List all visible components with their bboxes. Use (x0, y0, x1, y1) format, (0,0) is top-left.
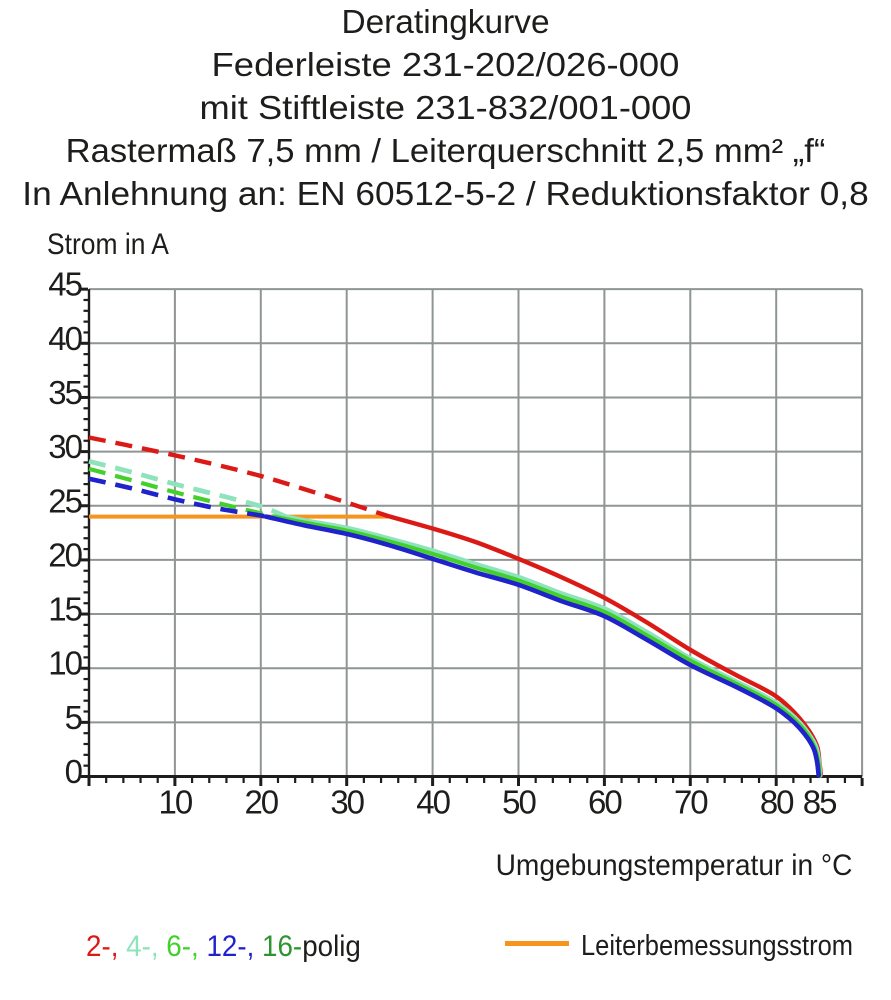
y-axis-title: Strom in A (47, 228, 169, 261)
y-tick-label: 30 (48, 428, 82, 465)
nominal-current-line-swatch (505, 941, 569, 946)
legend-nominal-label: Leiterbemessungsstrom (581, 930, 854, 962)
x-tick-label: 40 (416, 784, 450, 821)
x-tick-labels: 10 20 30 40 50 60 70 80 85 (159, 784, 839, 821)
y-tick-labels: 0 5 10 15 20 25 30 35 40 45 (48, 266, 84, 790)
curve-16-polig (88, 476, 821, 778)
y-tick-label: 40 (48, 320, 82, 357)
x-tick-label: 60 (588, 784, 622, 821)
legend-part-5: 16- (254, 930, 303, 963)
y-tick-label: 35 (48, 374, 81, 411)
grid (89, 288, 864, 777)
title-line-5: In Anlehnung an: EN 60512-5-2 / Reduktio… (22, 175, 869, 212)
x-tick-label: 80 (760, 784, 794, 821)
axes (87, 289, 863, 778)
x-tick-label: 70 (674, 784, 708, 821)
x-tick-label: 10 (159, 784, 193, 821)
curve-12-polig (88, 476, 821, 778)
curve-2-polig-dashed (88, 435, 389, 519)
y-tick-label: 5 (65, 699, 82, 736)
title-line-4: Rastermaß 7,5 mm / Leiterquerschnitt 2,5… (65, 132, 826, 169)
legend-part-6: polig (302, 930, 361, 963)
x-tick-label: 20 (244, 784, 278, 821)
title-line-1: Deratingkurve (341, 3, 550, 40)
y-tick-label: 15 (48, 591, 81, 628)
x-axis-title: Umgebungstemperatur in °C (496, 849, 853, 882)
y-tick-label: 0 (65, 753, 83, 790)
y-tick-label: 45 (48, 266, 81, 303)
curve-4-polig-solid (283, 514, 823, 778)
chart-title-block: Deratingkurve Federleiste 231-202/026-00… (0, 0, 891, 215)
curve-12-polig-dashed (88, 476, 269, 519)
title-line-2: Federleiste 231-202/026-000 (211, 46, 680, 83)
curve-6-polig-solid (272, 514, 822, 778)
curve-6-polig-dashed (88, 466, 276, 519)
legend-part-1: 2-, (86, 930, 119, 963)
curve-4-polig (88, 458, 823, 778)
y-tick-label: 20 (48, 536, 82, 573)
curve-4-polig-dashed (88, 458, 287, 519)
x-tick-label: 30 (330, 784, 364, 821)
title-line-3: mit Stiftleiste 231-832/001-000 (199, 89, 692, 126)
x-tick-label: 85 (803, 784, 836, 821)
y-tick-label: 25 (48, 482, 81, 519)
curve-16-polig-solid (263, 514, 821, 778)
y-tick-label: 10 (48, 645, 82, 682)
x-tick-label: 50 (502, 784, 536, 821)
curve-12-polig-solid (263, 514, 821, 778)
legend-part-4: 12-, (198, 930, 255, 963)
legend-part-2: 4-, (118, 930, 159, 963)
legend-part-3: 6-, (158, 930, 199, 963)
axis-ticks (81, 287, 864, 786)
legend-poles: 2-, 4-, 6-, 12-, 16-polig (86, 930, 361, 964)
